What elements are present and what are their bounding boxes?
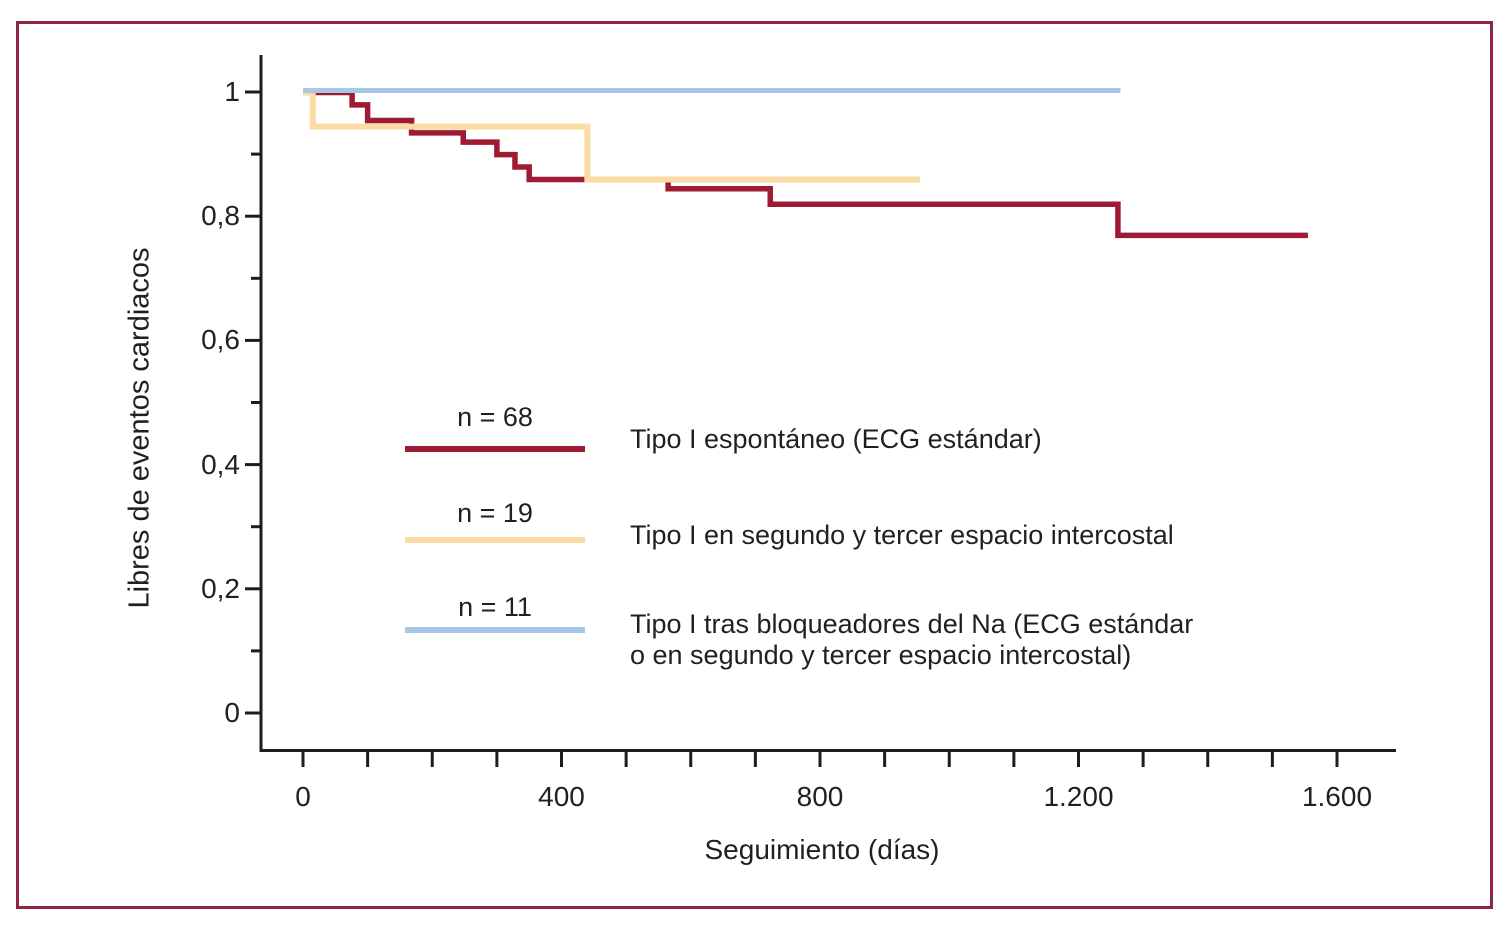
legend-label: Tipo I espontáneo (ECG estándar) <box>630 424 1042 454</box>
series-curve-1 <box>303 89 921 183</box>
legend-line-swatch-blue <box>405 627 585 633</box>
y-tick-label: 0,4 <box>201 448 240 480</box>
legend-label-line-2: o en segundo y tercer espacio intercosta… <box>630 640 1132 670</box>
x-tick-label: 1.600 <box>1301 781 1373 812</box>
legend-label: Tipo I tras bloqueadores del Na (ECG est… <box>630 609 1193 671</box>
legend-line-swatch-red <box>405 446 585 452</box>
x-tick-label: 1.200 <box>1043 781 1114 812</box>
legend-line-swatch-orange <box>405 537 585 543</box>
x-tick-label: 400 <box>538 781 585 812</box>
legend-n-label: n = 68 <box>457 402 533 432</box>
legend-n-label: n = 11 <box>458 592 532 622</box>
y-tick-label: 0,6 <box>201 324 240 356</box>
x-tick-label: 800 <box>796 781 844 812</box>
legend-label: Tipo I en segundo y tercer espacio inter… <box>630 520 1174 550</box>
x-axis-title: Seguimiento (días) <box>704 834 940 865</box>
legend-n-label: n = 19 <box>457 498 533 528</box>
y-tick-label: 1 <box>224 76 240 107</box>
y-axis-title: Libres de eventos cardiacos <box>123 247 156 609</box>
y-tick-label: 0,8 <box>201 200 240 232</box>
series-curve-0 <box>303 89 1308 239</box>
x-tick-label: 0 <box>295 781 311 812</box>
y-tick-label: 0,2 <box>201 572 240 604</box>
legend-label-line-1: Tipo I tras bloqueadores del Na (ECG est… <box>630 609 1194 639</box>
y-tick-label: 0 <box>224 697 240 728</box>
